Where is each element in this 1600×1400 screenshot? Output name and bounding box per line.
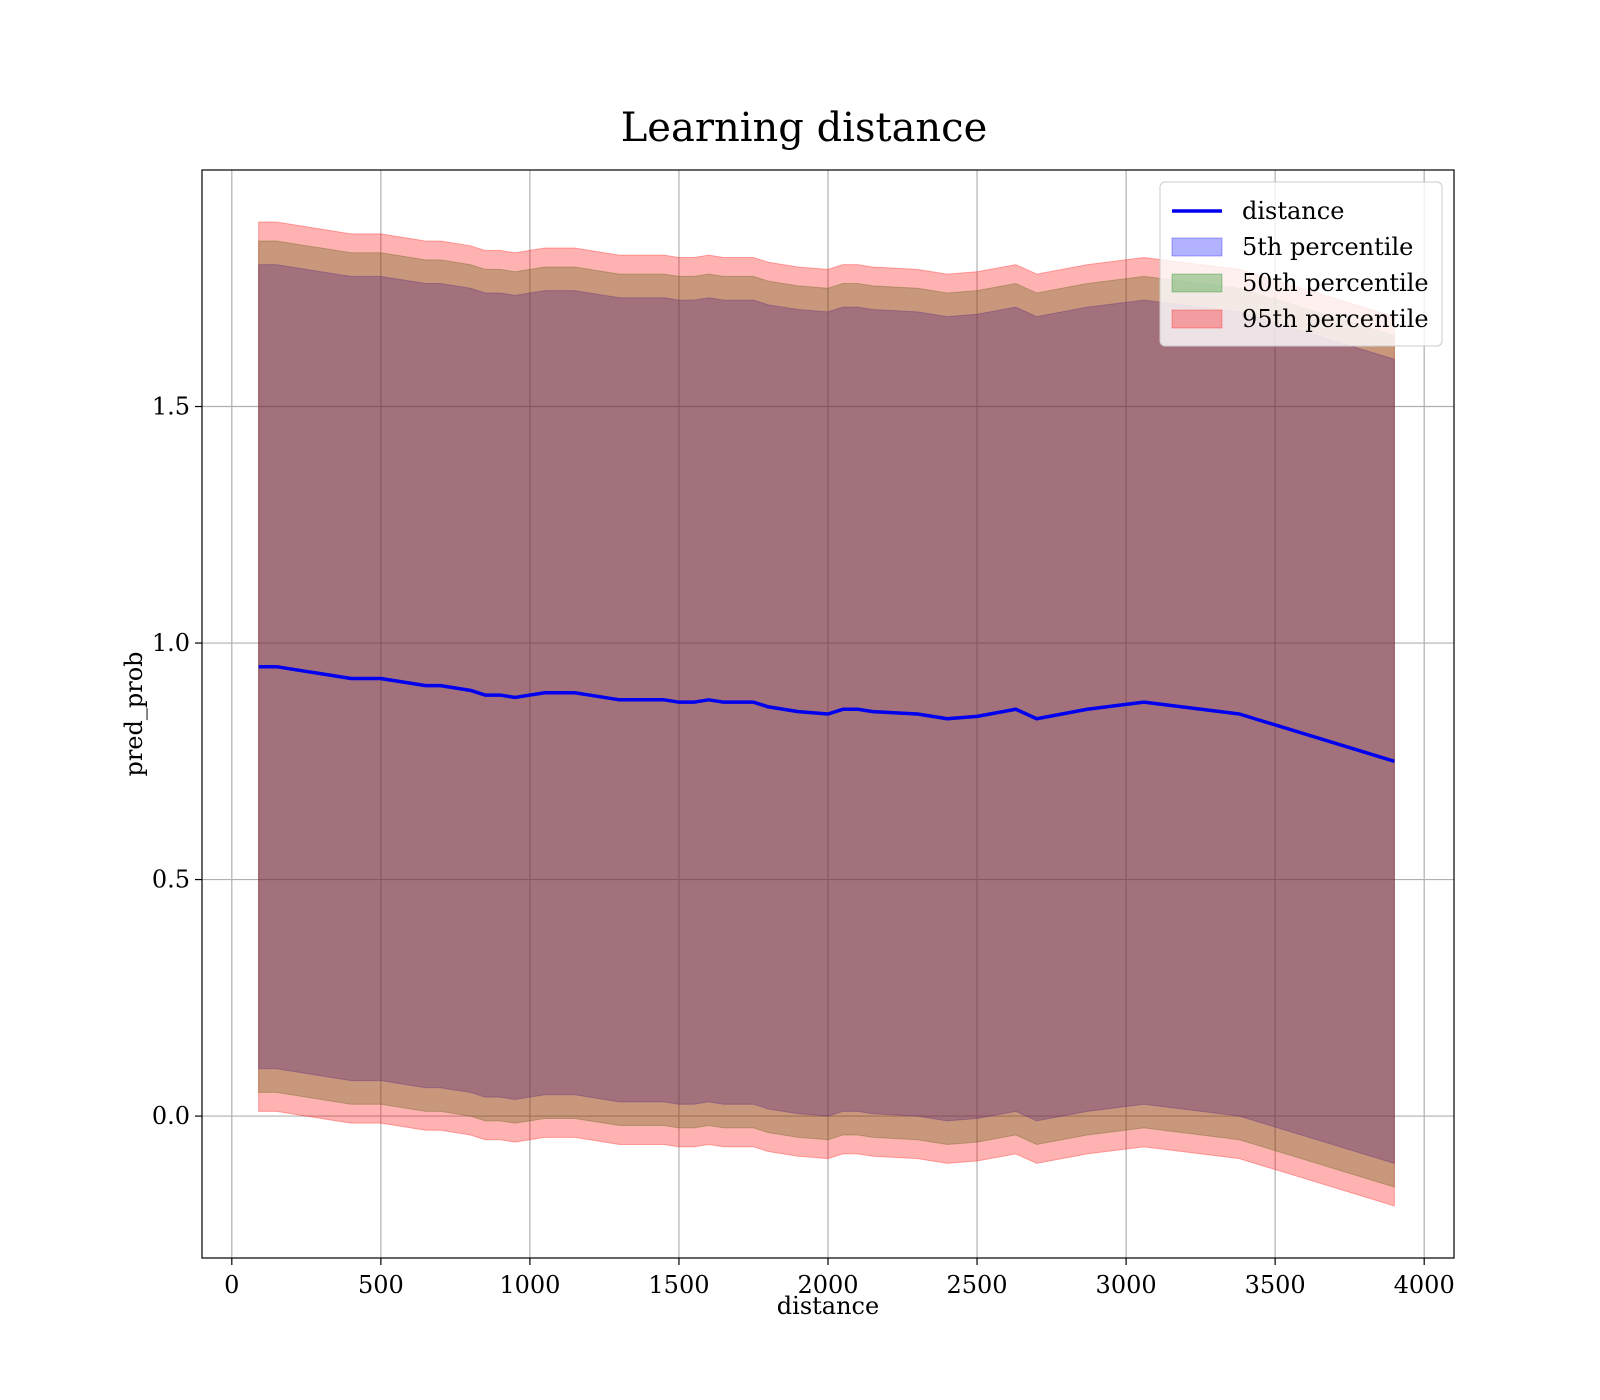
legend-label-distance: distance [1242, 197, 1344, 225]
x-axis-label: distance [777, 1292, 879, 1320]
y-tick-label: 1.0 [152, 629, 190, 657]
x-tick-label: 1000 [499, 1271, 560, 1299]
legend-swatch-50th-percentile [1171, 273, 1223, 293]
grid [202, 170, 1454, 1258]
legend-swatch-95th-percentile [1171, 309, 1223, 329]
x-axis: 0 500 1000 1500 2000 2500 3000 3500 4000 [224, 1258, 1455, 1299]
y-axis: 0.0 0.5 1.0 1.5 [152, 393, 202, 1130]
y-tick-label: 0.5 [152, 866, 190, 894]
legend-swatch-5th-percentile [1171, 237, 1223, 257]
chart-title: Learning distance [621, 105, 988, 151]
legend-box [1159, 181, 1443, 347]
x-tick-label: 4000 [1394, 1271, 1455, 1299]
y-tick-label: 0.0 [152, 1102, 190, 1130]
y-tick-label: 1.5 [152, 393, 190, 421]
line-distance [258, 664, 1395, 763]
x-tick-label: 1500 [648, 1271, 709, 1299]
legend: distance 5th percentile 50th percentile 95t… [1159, 181, 1443, 347]
x-tick-label: 2500 [947, 1271, 1008, 1299]
plot-area [201, 169, 1455, 1259]
x-tick-label: 2000 [797, 1271, 858, 1299]
x-tick-label: 3500 [1245, 1271, 1306, 1299]
series-lines [258, 664, 1395, 763]
legend-label-95th-percentile: 95th percentile [1242, 305, 1429, 333]
x-tick-label: 500 [358, 1271, 404, 1299]
x-tick-label: 0 [224, 1271, 239, 1299]
legend-label-50th-percentile: 50th percentile [1242, 269, 1429, 297]
x-tick-label: 3000 [1096, 1271, 1157, 1299]
y-axis-label: pred_prob [120, 651, 148, 776]
legend-label-5th-percentile: 5th percentile [1242, 233, 1413, 261]
